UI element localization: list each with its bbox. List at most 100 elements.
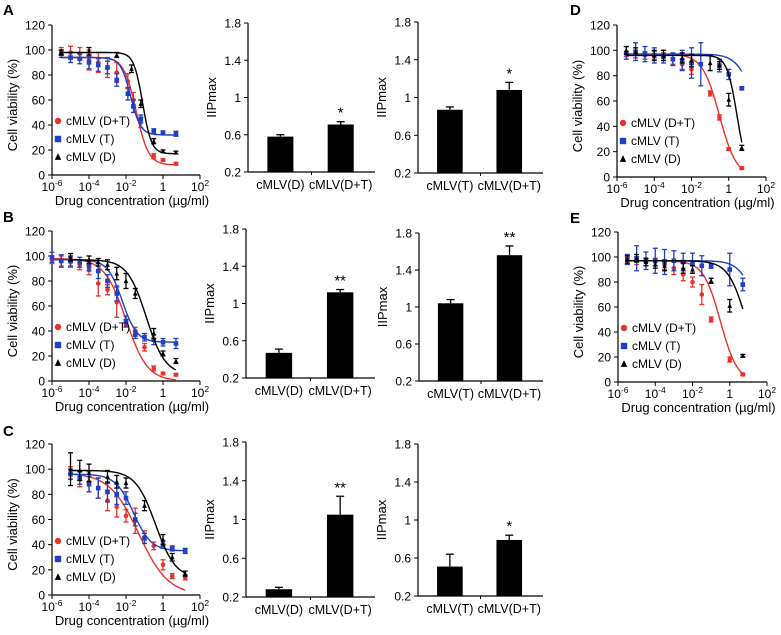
legend-marker <box>54 537 62 545</box>
significance-marker: * <box>506 65 512 82</box>
panel-B-bar2: 0.2 0.6 1 1.4 1.8 IIPmax cMLV(T) cMLV(D+T) ** <box>375 227 543 401</box>
y-tick-label: 80 <box>32 275 46 289</box>
data-point <box>68 466 73 472</box>
data-point <box>125 91 131 97</box>
data-point <box>142 536 147 541</box>
y-axis-title: IIPmax <box>202 283 217 324</box>
y-axis-title: IIPmax <box>202 499 217 540</box>
x-category-label: cMLV(D+T) <box>309 384 372 398</box>
bar <box>326 514 354 597</box>
data-point <box>182 570 188 576</box>
data-point <box>740 372 746 377</box>
data-point <box>86 48 92 54</box>
legend-marker <box>619 137 627 145</box>
significance-marker: ** <box>504 229 516 246</box>
x-tick-label: 10-4 <box>644 180 665 196</box>
data-point <box>86 481 92 487</box>
fit-curve <box>626 54 743 143</box>
series-triangle <box>68 452 188 577</box>
data-point <box>160 536 166 542</box>
x-tick-label: 10-2 <box>681 180 702 196</box>
panel-label: C <box>3 423 14 440</box>
y-tick-label: 40 <box>32 538 46 552</box>
x-category-label: cMLV(T) <box>426 179 473 193</box>
data-point <box>717 62 722 68</box>
data-point <box>680 259 686 265</box>
data-point <box>68 254 73 260</box>
x-tick-label: 102 <box>757 180 775 196</box>
data-point <box>740 282 746 287</box>
data-point <box>123 278 129 284</box>
data-point <box>114 291 120 296</box>
data-point <box>634 255 639 261</box>
x-tick-label: 1 <box>160 386 167 400</box>
data-point <box>151 153 157 159</box>
data-point <box>740 352 746 358</box>
x-tick-label: 10-2 <box>116 384 137 400</box>
data-point <box>132 290 138 296</box>
y-tick-label: 1.8 <box>395 227 412 241</box>
data-point <box>642 51 648 57</box>
y-tick-label: 1 <box>405 301 412 315</box>
data-point <box>95 259 101 265</box>
data-point <box>727 357 733 362</box>
data-point <box>151 138 157 144</box>
y-tick-label: 1.8 <box>224 17 241 31</box>
x-tick-label: 10-4 <box>79 384 100 400</box>
panel-label: B <box>3 209 14 226</box>
legend-label: cMLV (D+T) <box>632 321 696 335</box>
y-tick-label: 1.4 <box>394 476 411 490</box>
data-point <box>77 56 83 62</box>
x-tick-label: 10-6 <box>42 178 63 194</box>
y-tick-label: 80 <box>598 276 612 290</box>
data-point <box>173 358 179 364</box>
y-axis-title: IIPmax <box>204 77 219 118</box>
x-axis-title: Drug concentration (µg/ml) <box>55 193 209 208</box>
data-point <box>160 371 166 376</box>
data-point <box>114 478 120 484</box>
y-tick-label: 0.2 <box>395 375 412 389</box>
legend-label: cMLV (D+T) <box>66 320 130 334</box>
y-tick-label: 100 <box>25 44 45 58</box>
data-point <box>105 65 110 70</box>
x-tick-label: 10-4 <box>645 385 666 401</box>
y-tick-label: 1 <box>232 297 239 311</box>
data-point <box>123 513 129 519</box>
panel-A-bar2: 0.2 0.6 1 1.4 1.8 IIPmax cMLV(T) cMLV(D+T) * <box>374 16 543 193</box>
y-tick-label: 120 <box>25 225 45 239</box>
y-tick-label: 0 <box>604 376 611 390</box>
y-tick-label: 60 <box>597 95 611 109</box>
data-point <box>142 334 147 340</box>
legend-label: cMLV (D+T) <box>66 534 130 548</box>
data-point <box>160 339 166 345</box>
data-point <box>661 52 666 58</box>
legend-label: cMLV (D) <box>66 150 116 164</box>
data-point <box>114 492 120 497</box>
y-tick-label: 1.4 <box>222 260 239 274</box>
y-tick-label: 1.4 <box>394 53 411 67</box>
x-tick-label: 1 <box>725 182 732 196</box>
y-tick-label: 1 <box>232 513 239 527</box>
data-point <box>169 546 175 551</box>
x-axis-title: Drug concentration (µg/ml) <box>620 195 774 210</box>
data-point <box>182 548 188 554</box>
data-point <box>129 65 134 71</box>
data-point <box>105 261 110 267</box>
y-axis-title: Cell viability (%) <box>5 265 20 357</box>
data-point <box>726 146 732 152</box>
bar <box>496 255 523 381</box>
data-point <box>95 485 101 491</box>
y-tick-label: 0.2 <box>394 590 411 604</box>
bar <box>265 352 293 378</box>
y-tick-label: 40 <box>597 120 611 134</box>
x-tick-label: 10-6 <box>608 385 629 401</box>
x-tick-label: 10-2 <box>682 385 703 401</box>
significance-marker: * <box>506 518 512 535</box>
y-axis-title: Cell viability (%) <box>5 59 20 151</box>
data-point <box>707 60 713 66</box>
y-tick-label: 0.6 <box>222 552 239 566</box>
data-point <box>739 145 745 150</box>
legend-label: cMLV (T) <box>632 339 680 353</box>
data-point <box>739 86 745 91</box>
